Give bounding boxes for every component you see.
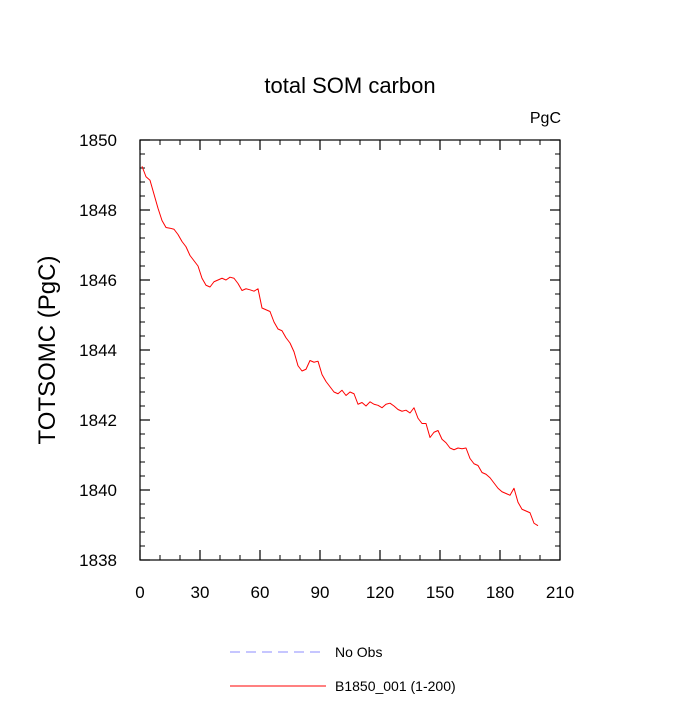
y-tick-label: 1846 — [79, 271, 117, 290]
axis-ticks: 0 30 60 90 120 150 180 210 1838 1840 1842 1844 1846 1… — [79, 131, 574, 602]
y-tick-label: 1844 — [79, 341, 117, 360]
plot-frame — [139, 139, 561, 561]
legend-label: B1850_001 (1-200) — [335, 678, 456, 694]
y-tick-label: 1838 — [79, 551, 117, 570]
x-tick-label: 150 — [426, 583, 454, 602]
y-tick-label: 1840 — [79, 481, 117, 500]
legend: No Obs B1850_001 (1-200) — [230, 644, 456, 694]
legend-label: No Obs — [335, 644, 382, 660]
x-tick-label: 30 — [191, 583, 210, 602]
x-tick-label: 180 — [486, 583, 514, 602]
y-tick-label: 1848 — [79, 201, 117, 220]
x-tick-label: 0 — [135, 583, 144, 602]
series-line-0 — [141, 166, 539, 527]
y-tick-label: 1842 — [79, 411, 117, 430]
x-tick-label: 90 — [311, 583, 330, 602]
chart-title: total SOM carbon — [264, 73, 435, 98]
units-label: PgC — [530, 110, 561, 127]
x-tick-label: 60 — [251, 583, 270, 602]
x-tick-label: 210 — [546, 583, 574, 602]
series-layer — [141, 166, 539, 527]
y-axis-label: TOTSOMC (PgC) — [34, 256, 61, 445]
y-tick-label: 1850 — [79, 131, 117, 150]
x-tick-label: 120 — [366, 583, 394, 602]
